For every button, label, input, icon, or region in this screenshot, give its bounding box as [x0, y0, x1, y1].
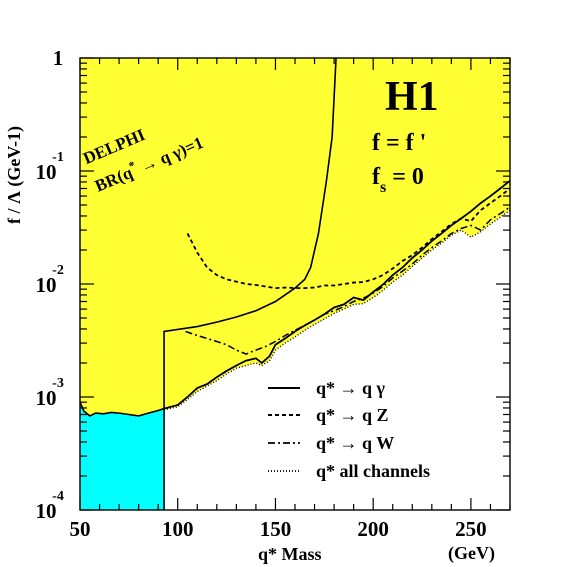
- series-line-dotted: [163, 209, 510, 411]
- y-axis-title: f / Λ (GeV-1): [4, 126, 25, 224]
- delphi-excluded-region: [80, 402, 165, 510]
- series-line-solid: [163, 180, 510, 410]
- h1-excluded-region: [80, 58, 510, 416]
- x-tick-label: 150: [260, 517, 292, 541]
- legend-label: q* → q Z: [316, 405, 389, 425]
- axis-ticks: [79, 57, 511, 511]
- y-tick-label: 10: [36, 160, 57, 184]
- h1-upper-boundary-line: [163, 58, 337, 510]
- coupling-label-1: f = f ': [372, 130, 426, 156]
- coupling-label-2: fs = 0: [372, 164, 424, 196]
- y-tick-label: 10: [36, 499, 57, 523]
- y-tick-exponent: -4: [52, 489, 64, 504]
- series-line-dashdot: [185, 206, 510, 355]
- x-tick-label: 100: [162, 517, 194, 541]
- experiment-label: H1: [385, 74, 439, 120]
- x-tick-label: 200: [357, 517, 389, 541]
- y-tick-label: 10: [36, 273, 57, 297]
- y-tick-exponent: -3: [52, 376, 64, 391]
- y-tick-exponent: -1: [52, 150, 64, 165]
- legend-label: q* all channels: [316, 461, 430, 481]
- y-tick-label: 10: [36, 386, 57, 410]
- series-line-dashed: [186, 187, 510, 289]
- x-axis-unit: (GeV): [448, 543, 495, 564]
- legend-label: q* → q γ: [316, 378, 386, 398]
- x-tick-label: 50: [70, 517, 91, 541]
- x-tick-label: 250: [455, 517, 487, 541]
- series-lines: [163, 180, 510, 411]
- y-tick-exponent: -2: [52, 263, 64, 278]
- delphi-lower-boundary-line: [80, 401, 165, 417]
- x-axis-title: q* Mass: [258, 544, 322, 564]
- legend: q* → q γ q* → q Z q* → q W q* all channels: [268, 378, 430, 481]
- y-tick-label: 1: [53, 46, 64, 70]
- legend-label: q* → q W: [316, 433, 394, 453]
